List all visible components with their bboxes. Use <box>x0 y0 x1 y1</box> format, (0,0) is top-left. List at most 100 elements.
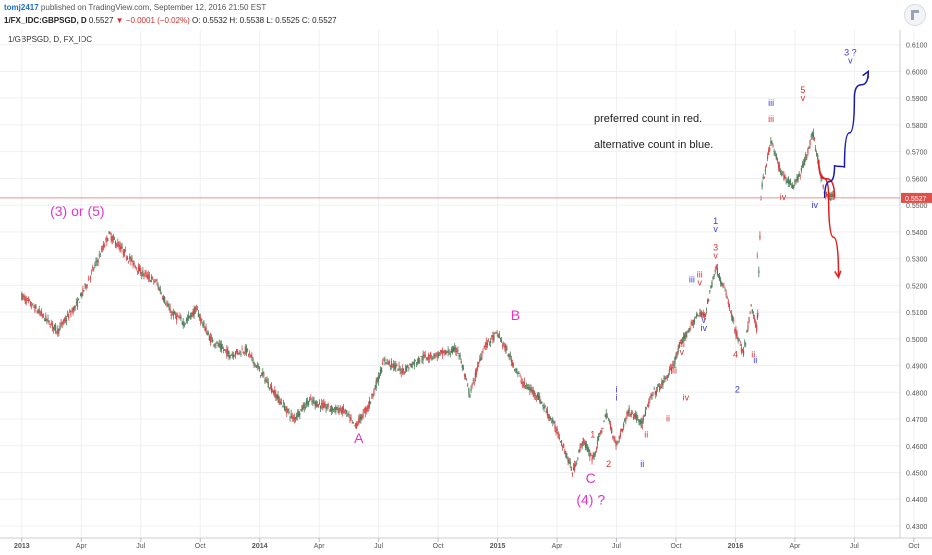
y-tick-label: 0.4700 <box>906 417 928 424</box>
candle-body <box>476 365 479 370</box>
red-projection-arrow <box>817 159 840 278</box>
candle-body <box>159 289 161 292</box>
candle-body <box>613 436 615 439</box>
candle-body <box>154 281 156 283</box>
candle-body <box>386 359 388 361</box>
candle-body <box>257 367 260 368</box>
candle-body <box>302 406 304 410</box>
y-tick-label: 0.5400 <box>906 230 928 237</box>
candle-body <box>188 315 190 319</box>
candle-body <box>418 357 420 364</box>
candle-body <box>667 374 669 377</box>
candle-body <box>73 306 75 311</box>
candle-body <box>263 373 265 376</box>
publish-line: tomj2417 published on TradingView.com, S… <box>4 3 266 12</box>
candle-body <box>721 282 723 287</box>
candle-body <box>264 379 266 382</box>
candle-body <box>283 406 286 411</box>
candle-body <box>206 332 208 336</box>
candle-body <box>440 350 443 353</box>
candle-body <box>362 412 364 418</box>
candle-body <box>702 312 704 314</box>
author-link[interactable]: tomj2417 <box>4 3 39 12</box>
candle-body <box>625 418 627 421</box>
candle-body <box>219 343 221 349</box>
candle-body <box>74 305 76 308</box>
candle-body <box>572 467 575 471</box>
candle-body <box>497 335 499 338</box>
candle-body <box>253 361 255 366</box>
candle-body <box>617 440 619 442</box>
candle-body <box>391 363 394 365</box>
candle-body <box>375 380 377 389</box>
candle-body <box>764 169 766 172</box>
candle-body <box>103 243 105 249</box>
price-change: ▼ −0.0001 (−0.02%) <box>115 16 190 25</box>
candle-body <box>651 394 653 396</box>
chart-canvas[interactable]: 0.5527 (3) or (5)ABC(4) ?12iiiiiiiiiiiiv… <box>0 30 932 550</box>
wave-label-magenta: C <box>586 470 596 486</box>
candle-body <box>357 423 359 425</box>
candle-body <box>68 314 70 319</box>
candle-body <box>801 164 804 167</box>
candle-body <box>338 410 340 414</box>
candle-body <box>33 306 35 308</box>
candle-body <box>50 322 52 325</box>
chart-area[interactable]: 0.5527 (3) or (5) A B C (4) ? 1 2 i ii i ii iii iii v… <box>0 30 932 550</box>
candle-body <box>408 368 410 370</box>
candle-body <box>28 300 31 301</box>
candle-body <box>432 357 434 359</box>
candle-body <box>256 365 258 367</box>
candle-body <box>343 411 346 413</box>
candle-body <box>445 351 447 355</box>
candle-body <box>202 324 204 326</box>
candle-body <box>752 314 754 317</box>
candle-body <box>373 389 375 395</box>
candle-body <box>753 318 756 321</box>
candle-body <box>198 317 201 318</box>
candle-body <box>531 389 533 392</box>
candle-body <box>110 236 112 241</box>
candle-body <box>636 414 638 421</box>
candle-body <box>109 232 111 235</box>
tradingview-logo-icon[interactable] <box>904 4 926 26</box>
candle-body <box>411 363 413 368</box>
symbol-label: 1/FX_IDC:GBPSGD, D <box>4 16 87 25</box>
candle-body <box>388 360 390 365</box>
candle-body <box>627 411 629 414</box>
candle-body <box>567 458 569 463</box>
candle-body <box>325 407 327 410</box>
candle-body <box>64 318 67 322</box>
candle-body <box>405 367 407 371</box>
candle-body <box>615 441 617 447</box>
candle-body <box>483 346 485 347</box>
candle-body <box>83 290 85 291</box>
candle-body <box>360 414 362 421</box>
candle-body <box>194 307 196 314</box>
candle-body <box>321 402 323 405</box>
candle-body <box>716 268 719 276</box>
x-tick-label: 2014 <box>252 543 268 550</box>
candle-body <box>556 428 558 431</box>
candle-body <box>285 408 287 410</box>
candle-body <box>58 328 60 333</box>
candle-body <box>673 364 675 366</box>
candle-body <box>25 298 27 304</box>
chart-note: preferred count in red. <box>594 113 702 125</box>
candle-body <box>722 285 724 286</box>
candle-body <box>176 315 178 321</box>
candle-body <box>212 339 214 343</box>
candle-body <box>594 451 596 454</box>
candle-body <box>577 458 579 460</box>
candle-body <box>251 355 253 358</box>
wave-label-red: 2 <box>606 459 611 469</box>
candle-body <box>792 185 794 189</box>
candle-body <box>448 352 450 354</box>
candle-body <box>469 394 471 398</box>
candle-body <box>805 154 807 160</box>
candle-body <box>422 354 424 361</box>
candle-body <box>34 305 36 312</box>
candle-body <box>502 344 504 346</box>
candle-body <box>677 348 679 353</box>
candle-body <box>290 413 292 415</box>
